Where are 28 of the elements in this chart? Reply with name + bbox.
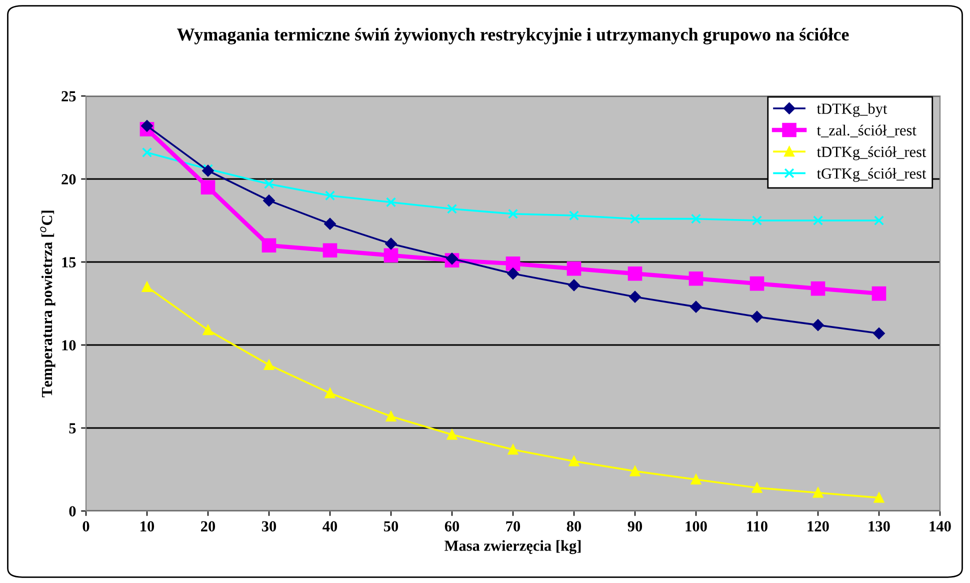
x-tick-label: 40 — [322, 521, 338, 532]
x-tick-label: 110 — [747, 521, 768, 532]
y-tick-label: 5 — [69, 423, 76, 434]
x-tick-label: 20 — [201, 521, 216, 532]
x-tick-label: 60 — [444, 521, 460, 532]
y-axis-title: Temperatura powietrza [$^{o}$C] — [40, 210, 56, 398]
x-tick-label: 80 — [566, 521, 582, 532]
legend-label: tGTKg_ściół_rest — [816, 168, 926, 182]
x-tick-label: 90 — [628, 521, 642, 532]
legend-label: t_zal._ściół_rest — [816, 124, 916, 138]
y-tick-label: 20 — [62, 174, 76, 184]
x-tick-label: 70 — [506, 521, 520, 532]
y-tick-label: 25 — [62, 91, 76, 102]
x-axis-title: Masa zwierzęcia [kg] — [444, 540, 581, 554]
y-tick-label: 0 — [69, 506, 76, 516]
x-tick-label: 140 — [930, 521, 951, 532]
y-tick-label: 15 — [62, 257, 76, 268]
x-tick-label: 120 — [808, 521, 829, 532]
chart-title: Wymagania termiczne świń żywionych restrykcyjnie i utrzymanych grupowo na ściółce — [177, 28, 849, 44]
x-tick-label: 100 — [686, 521, 707, 532]
legend-label: tDTKg_ściół_rest — [816, 146, 926, 160]
legend-label: tDTKg_byt — [816, 103, 888, 118]
y-tick-label: 10 — [62, 340, 76, 350]
x-tick-label: 30 — [262, 521, 276, 532]
x-tick-label: 10 — [140, 521, 154, 532]
x-tick-label: 130 — [868, 521, 890, 532]
x-tick-label: 50 — [384, 521, 398, 532]
x-tick-label: 0 — [82, 521, 90, 532]
